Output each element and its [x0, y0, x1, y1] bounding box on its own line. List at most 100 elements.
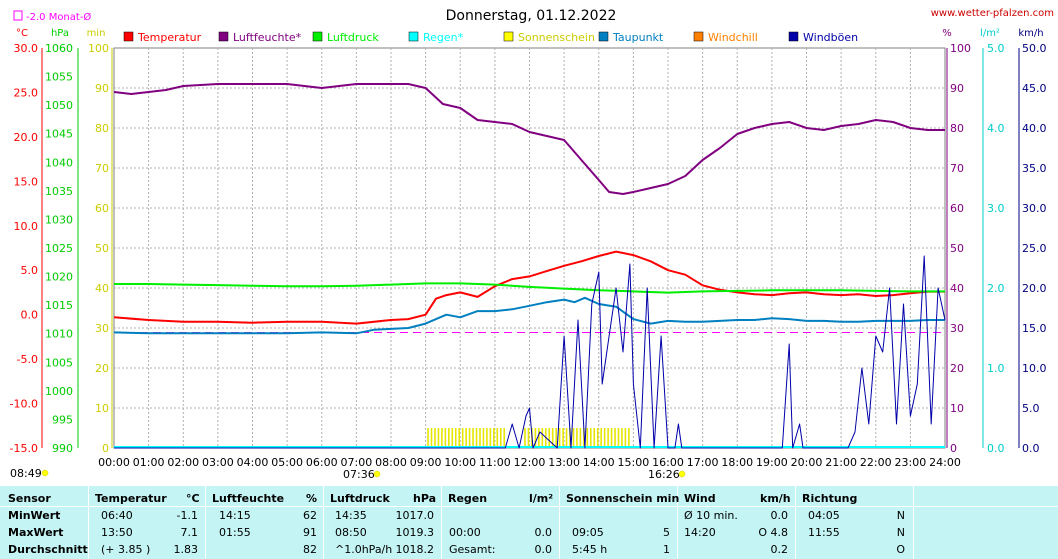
legend: Temperatur Luftfeuchte* Luftdruck Regen* Son…: [123, 31, 858, 44]
monthly-avg-swatch: [13, 10, 23, 21]
wind-axis-tick: 45.0: [1022, 82, 1047, 95]
wind-axis-tick: 25.0: [1022, 242, 1047, 255]
stats-press-t-cell: ^1.0hPa/h: [335, 543, 393, 556]
x-tick: 12:00: [514, 456, 546, 469]
hdr-wind: Wind: [684, 492, 716, 505]
stats-dir-v-cell: N: [896, 509, 905, 522]
legend-label: Windböen: [803, 31, 858, 44]
wind-axis-tick: 30.0: [1022, 202, 1047, 215]
pressure-axis-tick: 1000: [45, 385, 73, 398]
wind-axis-tick: 50.0: [1022, 42, 1047, 55]
humidity-axis-tick: 70: [950, 162, 964, 175]
x-tick: 05:00: [271, 456, 303, 469]
pressure-axis-tick: 990: [52, 442, 73, 455]
legend-label: Luftfeuchte*: [233, 31, 302, 44]
pressure-axis-tick: 1015: [45, 299, 73, 312]
sunrise-icon: [373, 470, 381, 478]
stats-temp-t-cell: (+ 3.85 ): [101, 543, 151, 556]
series-luftdruck-line: [114, 282, 945, 294]
legend-label: Regen*: [423, 31, 464, 44]
pressure-axis-tick: 1010: [45, 328, 73, 341]
wind-axis-tick: 10.0: [1022, 362, 1047, 375]
x-tick: 17:00: [687, 456, 719, 469]
stats-press-t-cell: 08:50: [335, 526, 367, 539]
rain-axis-tick: 5.0: [987, 42, 1005, 55]
site-link[interactable]: www.wetter-pfalzen.com: [931, 8, 1054, 19]
stats-wind-t-cell: Ø 10 min.: [684, 509, 738, 522]
stats-press-v-cell: 1019.3: [395, 526, 435, 539]
hdr-temp: Temperatur: [95, 492, 167, 505]
humidity-axis-tick: 10: [950, 402, 964, 415]
temp-axis-tick: 10.0: [14, 220, 39, 233]
wind-axis-tick: 15.0: [1022, 322, 1047, 335]
stats-hum-t-cell: 14:15: [219, 509, 251, 522]
stats-temp-v-cell: 1.83: [173, 543, 199, 556]
rain_lm2-unit: l/m²: [980, 28, 1000, 39]
sunshine_min-unit: min: [87, 28, 106, 39]
stats-sun-t-cell: 5:45 h: [572, 543, 608, 556]
axes-layer: 30.0 25.0 20.0 15.0 10.0 5.0 0.0 -5.0 -10.0 -15.0…: [10, 28, 1047, 469]
x-tick: 19:00: [756, 456, 788, 469]
rain-axis-tick: 0.0: [987, 442, 1005, 455]
x-tick: 02:00: [167, 456, 199, 469]
x-tick: 13:00: [548, 456, 580, 469]
rain-axis-tick: 3.0: [987, 202, 1005, 215]
humidity-axis-tick: 90: [950, 82, 964, 95]
pressure-axis-tick: 1005: [45, 356, 73, 369]
stats-rain-v-cell: 0.0: [534, 543, 553, 556]
hdr-sun: Sonnenschein min: [566, 492, 680, 505]
wind_kmh-unit: km/h: [1018, 28, 1043, 39]
legend-label: Luftdruck: [327, 31, 379, 44]
humidity-axis-tick: 50: [950, 242, 964, 255]
x-tick: 21:00: [825, 456, 857, 469]
stats-table: Sensor Temperatur °C Luftfeuchte % Luftd…: [0, 486, 1058, 559]
x-tick: 09:00: [410, 456, 442, 469]
stats-wind-t-cell: 14:20: [684, 526, 716, 539]
humidity-axis-tick: 0: [950, 442, 957, 455]
temp-axis-tick: 15.0: [14, 175, 39, 188]
stats-wind-v-cell: 0.0: [770, 509, 789, 522]
x-tick: 04:00: [237, 456, 269, 469]
pressure-axis-tick: 995: [52, 413, 73, 426]
hdr-wind-unit: km/h: [760, 492, 791, 505]
sunshine-axis-tick: 60: [95, 202, 109, 215]
stats-sun-t-cell: 09:05: [572, 526, 604, 539]
sunshine-axis-tick: 70: [95, 162, 109, 175]
x-tick: 01:00: [133, 456, 165, 469]
stats-press-v-cell: 1017.0: [395, 509, 435, 522]
stats-rain-t-cell: Gesamt:: [449, 543, 496, 556]
temp-axis-tick: 5.0: [21, 264, 39, 277]
stats-temp-v-cell: 7.1: [180, 526, 199, 539]
pressure-axis-tick: 1050: [45, 99, 73, 112]
temp-axis-tick: 25.0: [14, 86, 39, 99]
x-tick: 23:00: [895, 456, 927, 469]
hdr-rain: Regen: [448, 492, 488, 505]
humidity-axis-tick: 80: [950, 122, 964, 135]
sun-icon-left: [41, 469, 49, 477]
pressure-axis-tick: 1055: [45, 71, 73, 84]
monthly-avg-label: -2.0 Monat-Ø: [26, 11, 91, 23]
legend-label: Sonnenschein: [518, 31, 595, 44]
stats-rain-v-cell: 0.0: [534, 526, 553, 539]
legend-swatch: [788, 31, 799, 42]
stats-temp-t-cell: 06:40: [101, 509, 133, 522]
pressure-axis-tick: 1030: [45, 213, 73, 226]
sun-time-left: 08:49: [10, 467, 42, 480]
temp-axis-tick: -15.0: [10, 442, 38, 455]
sunshine-axis-tick: 20: [95, 362, 109, 375]
series-taupunkt-line: [113, 296, 945, 335]
legend-swatch: [598, 31, 609, 42]
hdr-press: Luftdruck: [330, 492, 390, 505]
temp-axis-tick: -5.0: [17, 353, 38, 366]
pressure-axis-tick: 1020: [45, 271, 73, 284]
series-layer: [113, 83, 946, 449]
legend-label: Temperatur: [137, 31, 202, 44]
legend-swatch: [503, 31, 514, 42]
pressure-axis-tick: 1035: [45, 185, 73, 198]
stats-sun-v-cell: 1: [663, 543, 670, 556]
humidity-axis-tick: 20: [950, 362, 964, 375]
sunset-label: 16:26: [648, 468, 680, 481]
legend-label: Windchill: [708, 31, 758, 44]
sunshine-axis-tick: 40: [95, 282, 109, 295]
x-tick: 10:00: [444, 456, 476, 469]
